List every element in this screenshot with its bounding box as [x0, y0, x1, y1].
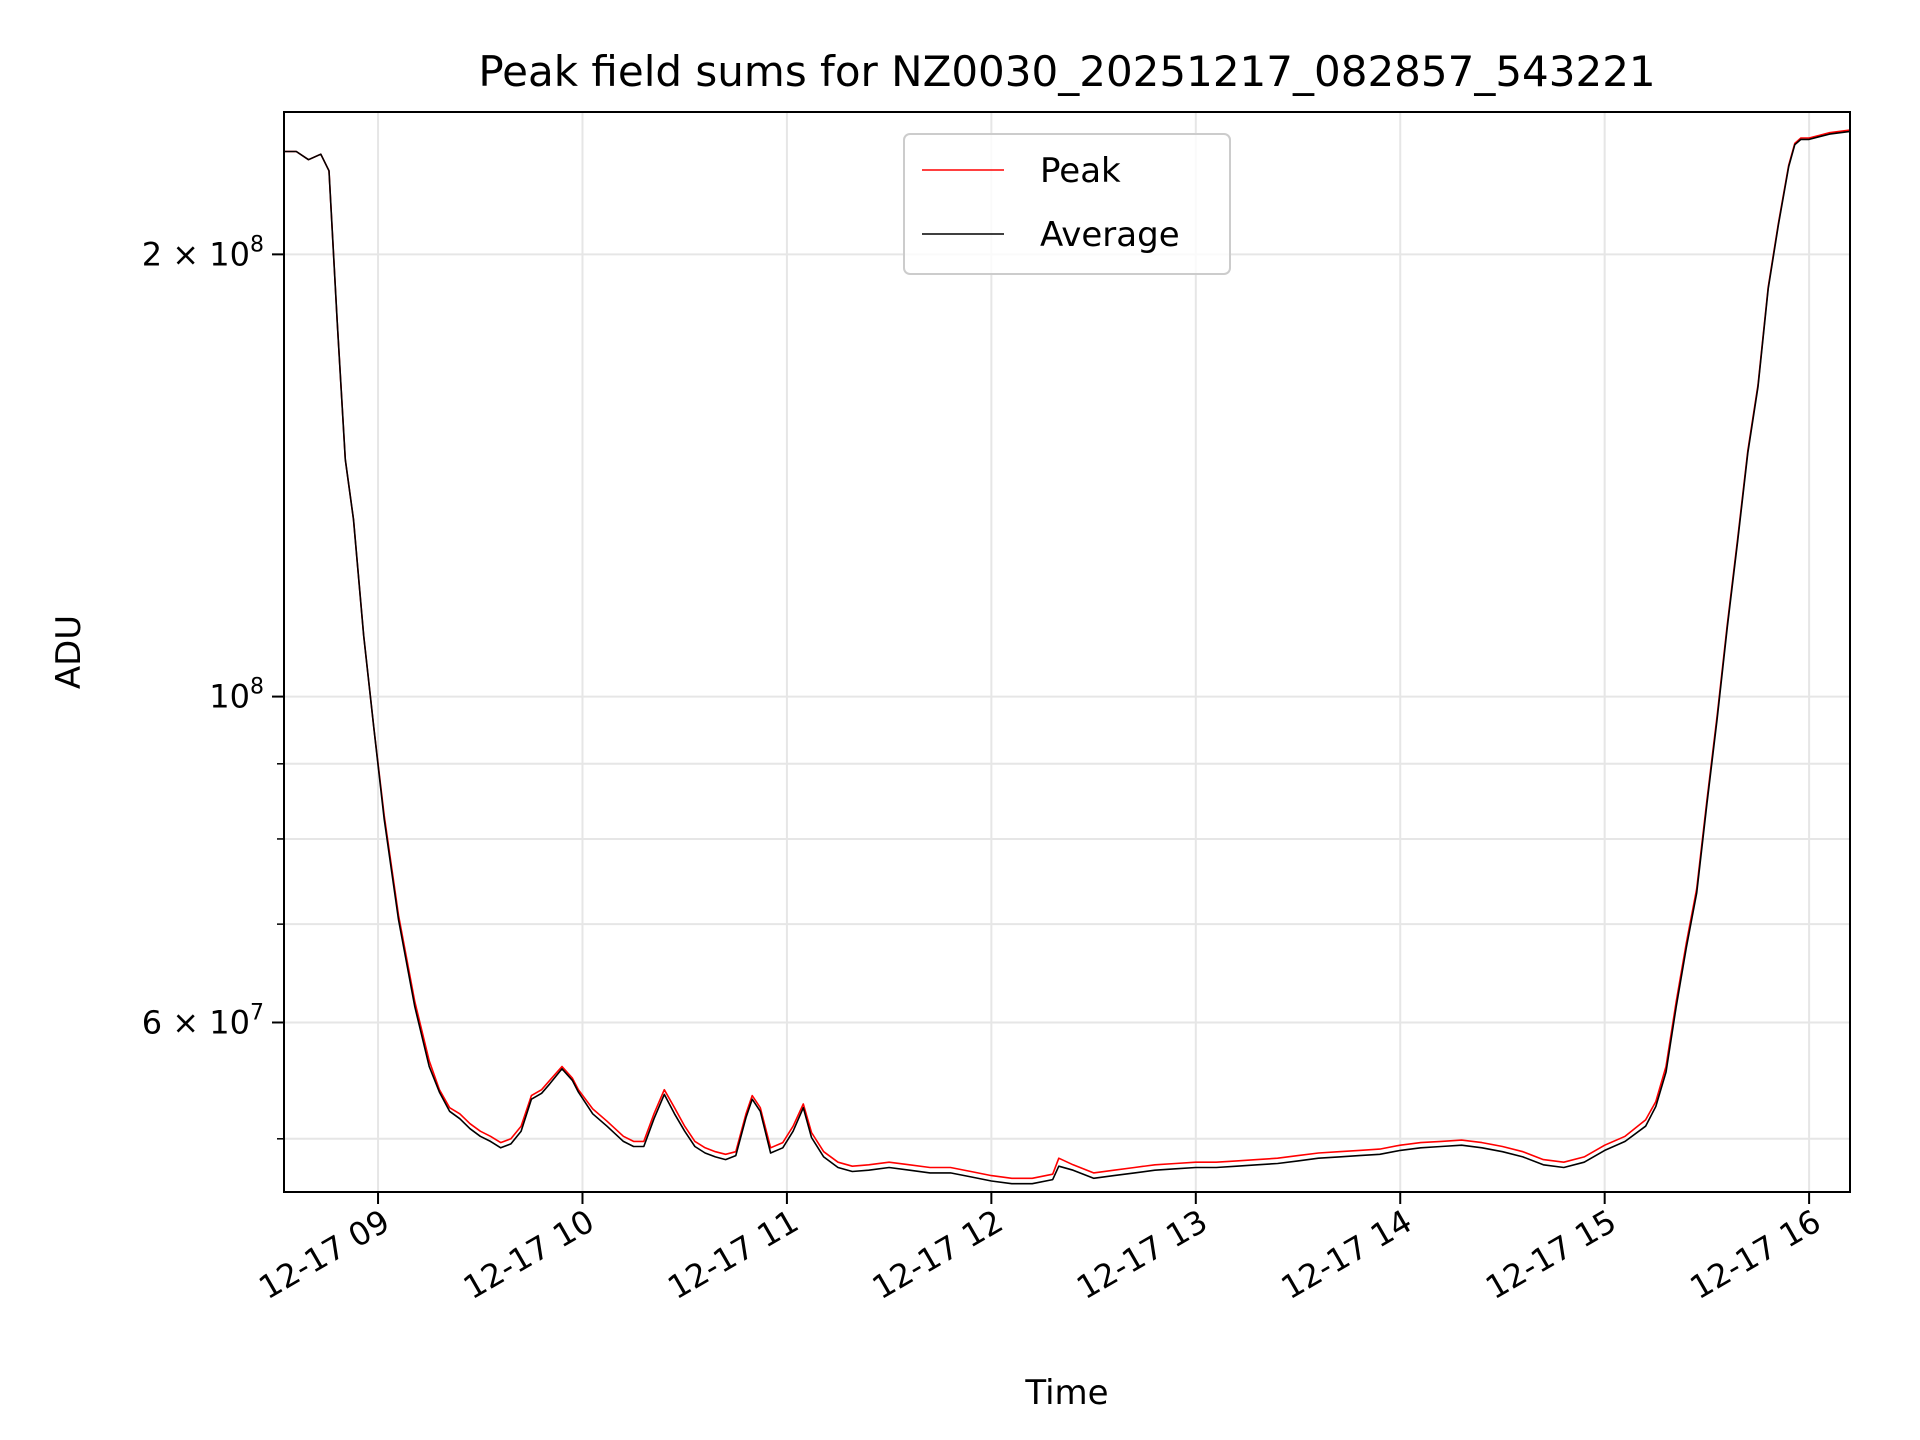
chart-title: Peak field sums for NZ0030_20251217_0828…: [478, 47, 1655, 96]
plot-frame: [283, 111, 1851, 1193]
y-tick-label: 108: [209, 675, 264, 716]
y-tick-label: 6 × 107: [142, 1000, 264, 1041]
series-line-peak: [284, 129, 1851, 1180]
series-line-average: [284, 130, 1851, 1185]
legend-label-average: Average: [1040, 215, 1180, 255]
y-axis: 6 × 107 108 2 × 108: [142, 232, 284, 1140]
legend-label-peak: Peak: [1040, 151, 1121, 191]
series-layer: [284, 129, 1851, 1185]
y-tick-label: 2 × 108: [142, 232, 264, 273]
y-axis-label: ADU: [49, 615, 89, 689]
legend-box: [903, 133, 1231, 275]
x-axis-label: Time: [1024, 1373, 1108, 1413]
legend: Peak Average: [903, 133, 1231, 275]
